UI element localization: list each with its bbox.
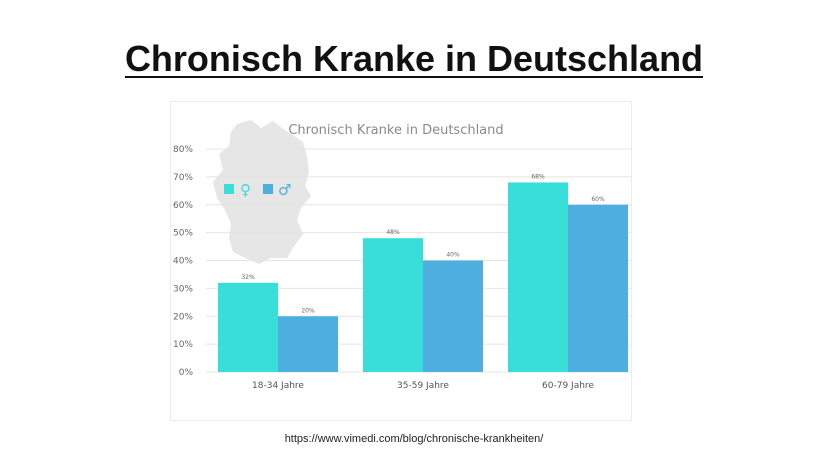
bar: [508, 182, 568, 372]
data-label: 20%: [301, 307, 315, 314]
data-label: 40%: [446, 252, 460, 259]
bar: [218, 282, 278, 372]
x-tick-label: 60-79 Jahre: [542, 381, 594, 391]
data-label: 32%: [241, 274, 255, 281]
source-link[interactable]: https://www.vimedi.com/blog/chronische-k…: [284, 433, 544, 445]
y-tick-label: 40%: [173, 257, 193, 267]
bar: [568, 204, 628, 372]
chart-panel: ♀ ♂ Chronisch Kranke in Deutschland 0% 10…: [170, 101, 632, 421]
y-tick-label: 80%: [173, 145, 193, 155]
x-axis-ticks: 18-34 Jahre 35-59 Jahre 60-79 Jahre: [252, 381, 594, 391]
y-tick-label: 0%: [179, 368, 194, 378]
data-labels: 32% 20% 48% 40% 68% 60%: [241, 173, 605, 314]
y-tick-label: 10%: [173, 340, 193, 350]
bar-chart: ♀ ♂ Chronisch Kranke in Deutschland 0% 10…: [173, 120, 631, 391]
bar: [278, 316, 338, 372]
male-symbol-icon: ♂: [278, 181, 291, 199]
chart-title: Chronisch Kranke in Deutschland: [288, 123, 503, 138]
y-tick-label: 30%: [173, 284, 193, 294]
bar: [423, 260, 483, 372]
data-label: 68%: [531, 173, 545, 180]
y-axis-ticks: 0% 10% 20% 30% 40% 50% 60% 70% 80%: [173, 145, 193, 378]
x-tick-label: 18-34 Jahre: [252, 381, 304, 391]
y-tick-label: 20%: [173, 312, 193, 322]
legend-female-swatch: [224, 184, 234, 194]
y-tick-label: 50%: [173, 229, 193, 239]
bar: [363, 238, 423, 372]
bars: [218, 182, 628, 372]
female-symbol-icon: ♀: [240, 181, 251, 199]
data-label: 60%: [591, 196, 605, 203]
slide-title: Chronisch Kranke in Deutschland: [124, 38, 704, 79]
y-tick-label: 60%: [173, 201, 193, 211]
germany-map-icon: [213, 120, 311, 264]
data-label: 48%: [386, 229, 400, 236]
x-tick-label: 35-59 Jahre: [397, 381, 449, 391]
legend-male-swatch: [263, 184, 273, 194]
y-tick-label: 70%: [173, 173, 193, 183]
